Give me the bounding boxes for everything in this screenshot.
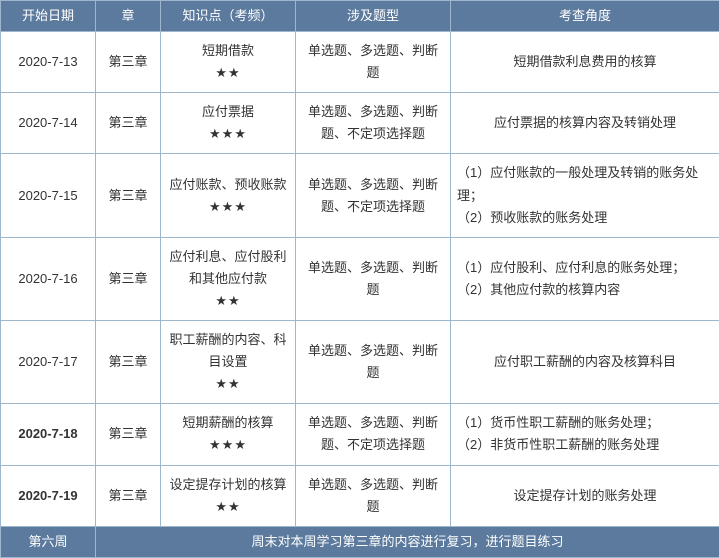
cell-angle: （1）应付股利、应付利息的账务处理；（2）其他应付款的核算内容 <box>451 237 719 320</box>
header-topic: 知识点（考频） <box>161 1 296 32</box>
table-row: 2020-7-13第三章短期借款★★单选题、多选题、判断题短期借款利息费用的核算 <box>1 32 719 93</box>
cell-qtype: 单选题、多选题、判断题 <box>296 32 451 93</box>
table-body: 2020-7-13第三章短期借款★★单选题、多选题、判断题短期借款利息费用的核算… <box>1 32 719 527</box>
topic-text: 应付利息、应付股利和其他应付款 <box>167 246 289 290</box>
topic-text: 职工薪酬的内容、科目设置 <box>167 329 289 373</box>
cell-chapter: 第三章 <box>96 404 161 465</box>
header-angle: 考查角度 <box>451 1 719 32</box>
cell-topic: 应付票据★★★ <box>161 93 296 154</box>
cell-topic: 设定提存计划的核算★★ <box>161 465 296 526</box>
header-date: 开始日期 <box>1 1 96 32</box>
cell-chapter: 第三章 <box>96 154 161 237</box>
cell-date: 2020-7-17 <box>1 321 96 404</box>
table-row: 2020-7-15第三章应付账款、预收账款★★★单选题、多选题、判断题、不定项选… <box>1 154 719 237</box>
table-row: 2020-7-19第三章设定提存计划的核算★★单选题、多选题、判断题设定提存计划… <box>1 465 719 526</box>
topic-text: 短期薪酬的核算 <box>167 412 289 434</box>
angle-line: （2）其他应付款的核算内容 <box>457 279 713 301</box>
cell-chapter: 第三章 <box>96 321 161 404</box>
table-row: 2020-7-16第三章应付利息、应付股利和其他应付款★★单选题、多选题、判断题… <box>1 237 719 320</box>
header-row: 开始日期 章 知识点（考频） 涉及题型 考查角度 <box>1 1 719 32</box>
cell-date: 2020-7-16 <box>1 237 96 320</box>
cell-angle: （1）货币性职工薪酬的账务处理；（2）非货币性职工薪酬的账务处理 <box>451 404 719 465</box>
stars-icon: ★★ <box>167 62 289 84</box>
angle-line: （2）预收账款的账务处理 <box>457 207 713 229</box>
stars-icon: ★★★ <box>167 434 289 456</box>
cell-topic: 应付账款、预收账款★★★ <box>161 154 296 237</box>
cell-qtype: 单选题、多选题、判断题、不定项选择题 <box>296 404 451 465</box>
stars-icon: ★★★ <box>167 123 289 145</box>
cell-qtype: 单选题、多选题、判断题 <box>296 465 451 526</box>
cell-angle: 应付票据的核算内容及转销处理 <box>451 93 719 154</box>
cell-topic: 短期借款★★ <box>161 32 296 93</box>
cell-date: 2020-7-15 <box>1 154 96 237</box>
topic-text: 应付票据 <box>167 101 289 123</box>
table-row: 2020-7-14第三章应付票据★★★单选题、多选题、判断题、不定项选择题应付票… <box>1 93 719 154</box>
schedule-table: 开始日期 章 知识点（考频） 涉及题型 考查角度 2020-7-13第三章短期借… <box>0 0 719 558</box>
cell-topic: 短期薪酬的核算★★★ <box>161 404 296 465</box>
header-qtype: 涉及题型 <box>296 1 451 32</box>
cell-date: 2020-7-18 <box>1 404 96 465</box>
cell-topic: 应付利息、应付股利和其他应付款★★ <box>161 237 296 320</box>
cell-date: 2020-7-14 <box>1 93 96 154</box>
table-row: 2020-7-17第三章职工薪酬的内容、科目设置★★单选题、多选题、判断题应付职… <box>1 321 719 404</box>
stars-icon: ★★ <box>167 290 289 312</box>
header-chapter: 章 <box>96 1 161 32</box>
cell-chapter: 第三章 <box>96 32 161 93</box>
angle-line: （2）非货币性职工薪酬的账务处理 <box>457 434 713 456</box>
angle-line: （1）货币性职工薪酬的账务处理； <box>457 412 713 434</box>
cell-qtype: 单选题、多选题、判断题 <box>296 321 451 404</box>
cell-chapter: 第三章 <box>96 465 161 526</box>
table-row: 2020-7-18第三章短期薪酬的核算★★★单选题、多选题、判断题、不定项选择题… <box>1 404 719 465</box>
cell-angle: 短期借款利息费用的核算 <box>451 32 719 93</box>
cell-date: 2020-7-19 <box>1 465 96 526</box>
topic-text: 应付账款、预收账款 <box>167 174 289 196</box>
cell-chapter: 第三章 <box>96 93 161 154</box>
stars-icon: ★★★ <box>167 196 289 218</box>
angle-line: （1）应付股利、应付利息的账务处理； <box>457 257 713 279</box>
cell-qtype: 单选题、多选题、判断题、不定项选择题 <box>296 154 451 237</box>
cell-angle: 应付职工薪酬的内容及核算科目 <box>451 321 719 404</box>
cell-angle: 设定提存计划的账务处理 <box>451 465 719 526</box>
stars-icon: ★★ <box>167 496 289 518</box>
cell-qtype: 单选题、多选题、判断题 <box>296 237 451 320</box>
cell-date: 2020-7-13 <box>1 32 96 93</box>
cell-topic: 职工薪酬的内容、科目设置★★ <box>161 321 296 404</box>
topic-text: 短期借款 <box>167 40 289 62</box>
angle-line: （1）应付账款的一般处理及转销的账务处理； <box>457 162 713 206</box>
cell-angle: （1）应付账款的一般处理及转销的账务处理；（2）预收账款的账务处理 <box>451 154 719 237</box>
cell-chapter: 第三章 <box>96 237 161 320</box>
topic-text: 设定提存计划的核算 <box>167 474 289 496</box>
cell-qtype: 单选题、多选题、判断题、不定项选择题 <box>296 93 451 154</box>
stars-icon: ★★ <box>167 373 289 395</box>
